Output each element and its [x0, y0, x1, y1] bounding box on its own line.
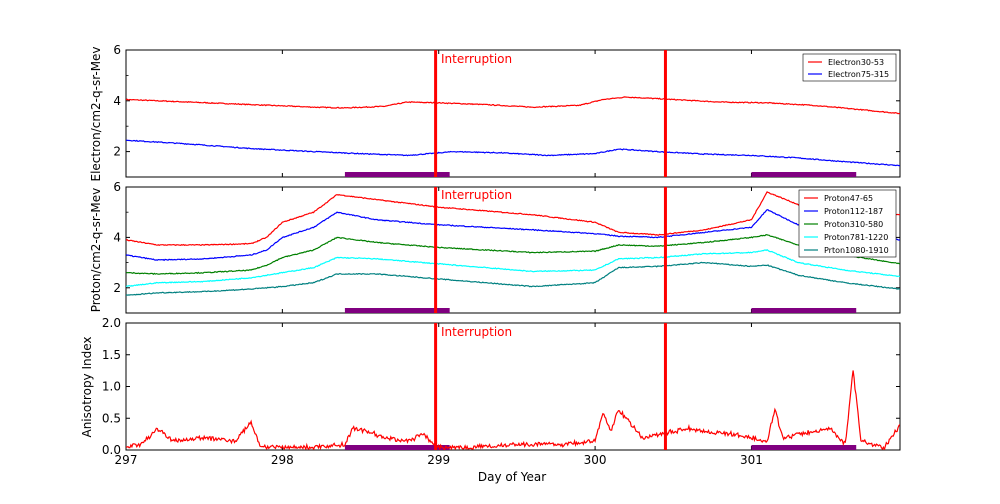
- anisotropy-panel: Anisotropy Index Interruption Day of Year 0…: [80, 316, 901, 484]
- proton-series-1: [126, 209, 900, 262]
- electron-ytick-label-0: 2: [113, 145, 121, 159]
- proton-series-0: [126, 191, 900, 246]
- proton-legend-label-0: Proton47-65: [824, 194, 873, 203]
- electron-series-group: [126, 96, 900, 177]
- proton-series-2: [126, 233, 900, 275]
- anisotropy-ytick-label-4: 2.0: [102, 316, 121, 330]
- proton-legend: [798, 189, 897, 258]
- proton-legend-label-2: Proton310-580: [824, 220, 883, 229]
- anisotropy-series-group: [126, 370, 900, 450]
- x-tick-label-1: 298: [271, 453, 294, 467]
- x-tick-label-4: 301: [740, 453, 763, 467]
- anisotropy-ytick-label-3: 1.5: [102, 348, 121, 362]
- anisotropy-series-0: [126, 370, 900, 450]
- electron-ytick-label-1: 4: [113, 94, 121, 108]
- electron-legend-label-1: Electron75-315: [828, 70, 889, 79]
- anisotropy-ylabel: Anisotropy Index: [80, 336, 94, 437]
- proton-ylabel: Proton/cm2-q-sr-Mev: [89, 188, 103, 313]
- electron-series-1: [126, 139, 900, 167]
- electron-ylabel: Electron/cm2-q-sr-Mev: [89, 46, 103, 181]
- proton-ytick-label-1: 4: [113, 230, 121, 244]
- proton-data-gap-bar-1: [751, 308, 857, 313]
- electron-panel: Electron/cm2-q-sr-Mev Interruption Electr…: [89, 43, 901, 182]
- proton-ytick-label-2: 6: [113, 180, 121, 194]
- x-tick-label-0: 297: [115, 453, 138, 467]
- proton-series-3: [126, 248, 900, 288]
- x-tick-label-2: 299: [427, 453, 450, 467]
- x-axis-label: Day of Year: [478, 470, 546, 484]
- electron-interruption-label: Interruption: [441, 52, 512, 66]
- proton-legend-label-3: Proton781-1220: [824, 233, 888, 242]
- electron-data-gap-bar-1: [751, 172, 857, 177]
- proton-axes-frame: [125, 186, 901, 314]
- proton-legend-label-1: Proton112-187: [824, 207, 883, 216]
- x-tick-label-3: 300: [584, 453, 607, 467]
- electron-legend: [802, 53, 897, 82]
- anisotropy-interruption-label: Interruption: [441, 325, 512, 339]
- anisotropy-data-gap-bar-0: [344, 445, 450, 450]
- electron-data-gap-bar-0: [344, 172, 450, 177]
- proton-series-4: [126, 261, 900, 296]
- proton-interruption-label: Interruption: [441, 188, 512, 202]
- anisotropy-ytick-label-1: 0.5: [102, 411, 121, 425]
- electron-legend-label-0: Electron30-53: [828, 58, 884, 67]
- electron-series-0: [126, 96, 900, 115]
- proton-data-gap-bar-0: [344, 308, 450, 313]
- proton-panel: Proton/cm2-q-sr-Mev Interruption Proton47…: [89, 180, 901, 314]
- proton-legend-label-4: Prton1080-1910: [824, 246, 889, 255]
- anisotropy-data-gap-bar-1: [751, 445, 857, 450]
- proton-series-group: [126, 191, 900, 313]
- anisotropy-ytick-label-0: 0.0: [102, 443, 121, 457]
- electron-legend-box: [802, 53, 897, 82]
- anisotropy-ytick-label-2: 1.0: [102, 380, 121, 394]
- proton-ytick-label-0: 2: [113, 281, 121, 295]
- electron-ytick-label-2: 6: [113, 43, 121, 57]
